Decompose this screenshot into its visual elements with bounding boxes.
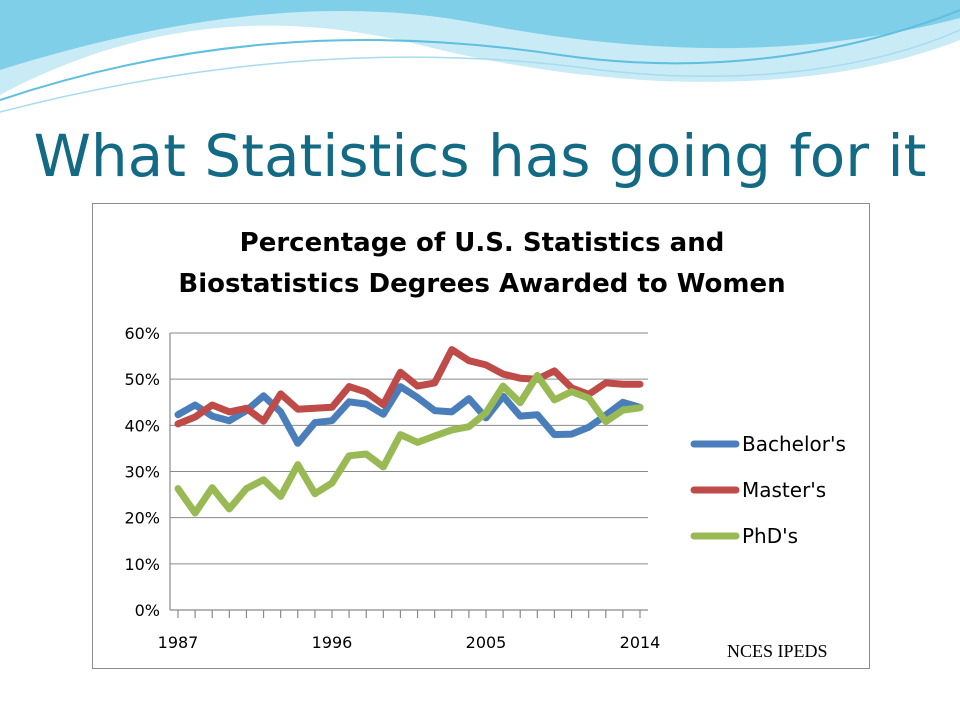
legend: Bachelor's Master's PhD's xyxy=(690,432,846,548)
y-tick-label: 10% xyxy=(124,555,160,574)
y-tick-label: 0% xyxy=(135,601,160,620)
chart-title-line-1: Percentage of U.S. Statistics and xyxy=(240,228,725,258)
x-tick-label: 2014 xyxy=(620,633,661,652)
legend-label-0: Bachelor's xyxy=(742,432,846,456)
legend-label-1: Master's xyxy=(742,478,826,502)
series-line-1 xyxy=(174,346,644,428)
slide-title: What Statistics has going for it xyxy=(33,122,927,190)
gridlines xyxy=(170,332,648,565)
series-lines xyxy=(174,346,644,517)
wave-stroke-1 xyxy=(0,9,960,101)
wave-stroke-2 xyxy=(0,29,960,113)
x-tick-label: 2005 xyxy=(466,633,507,652)
x-tick-label: 1996 xyxy=(312,633,353,652)
legend-label-2: PhD's xyxy=(742,524,798,548)
y-tick-label: 50% xyxy=(124,370,160,389)
series-line-2 xyxy=(174,372,644,517)
axes: 0% 10% 20% 30% 40% 50% 60% 1987 1996 2005 2014 xyxy=(124,324,660,652)
source-note: NCES IPEDS xyxy=(727,641,828,661)
chart-title-line-2: Biostatistics Degrees Awarded to Women xyxy=(178,269,785,299)
x-tick-label: 1987 xyxy=(158,633,199,652)
chart-frame xyxy=(92,203,870,669)
y-tick-label: 20% xyxy=(124,509,160,528)
y-tick-label: 60% xyxy=(124,324,160,343)
wave-mid xyxy=(0,0,960,70)
y-tick-label: 30% xyxy=(124,463,160,482)
y-tick-label: 40% xyxy=(124,416,160,435)
series-line-0 xyxy=(174,383,644,447)
